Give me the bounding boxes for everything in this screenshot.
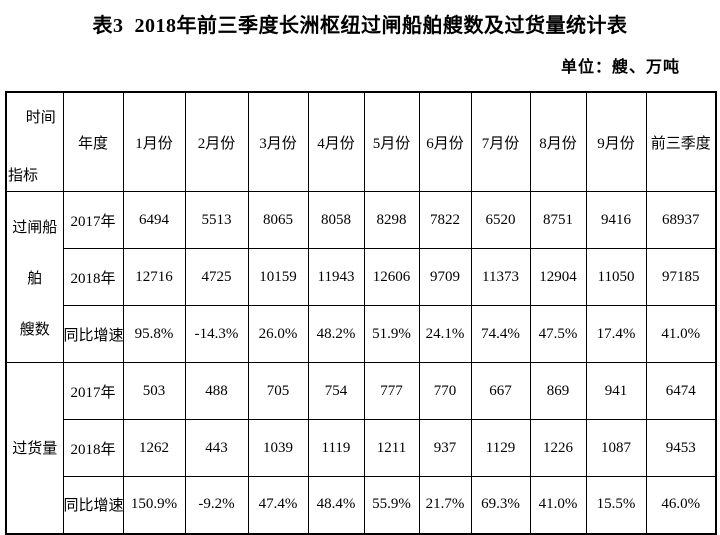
data-cell: 6520 xyxy=(470,191,531,249)
data-cell: 1087 xyxy=(585,419,647,477)
data-cell: 777 xyxy=(363,362,420,420)
data-cell: 9416 xyxy=(585,191,647,249)
data-cell: 4725 xyxy=(184,248,249,306)
column-header-month-3: 3月份 xyxy=(247,91,309,192)
data-cell: 5513 xyxy=(184,191,249,249)
table-row: 过闸船 舶 艘数 2017年 6494 5513 8065 8058 8298 … xyxy=(5,191,717,363)
unit-label: 单位：艘、万吨 xyxy=(560,59,680,76)
column-header-month-5: 5月份 xyxy=(363,91,420,192)
data-cell: 1039 xyxy=(247,419,309,477)
data-cell: 47.4% xyxy=(247,476,309,534)
data-cell: 97185 xyxy=(645,248,717,306)
data-cell: 941 xyxy=(585,362,647,420)
column-header-month-2: 2月份 xyxy=(184,91,249,192)
data-cell: 1226 xyxy=(529,419,587,477)
data-cell: 150.9% xyxy=(122,476,186,534)
data-cell: 47.5% xyxy=(529,305,587,363)
column-header-first-three-quarters: 前三季度 xyxy=(645,91,717,192)
data-cell: 12716 xyxy=(122,248,186,306)
data-cell: 937 xyxy=(418,419,472,477)
data-cell: 10159 xyxy=(247,248,309,306)
data-cell: 15.5% xyxy=(585,476,647,534)
row-label: 同比增速 xyxy=(62,476,124,534)
data-cell: 6474 xyxy=(645,362,717,420)
data-cell: 1119 xyxy=(307,419,365,477)
row-label: 2017年 xyxy=(62,191,124,249)
data-cell: 770 xyxy=(418,362,472,420)
column-header-month-1: 1月份 xyxy=(122,91,186,192)
data-cell: 6494 xyxy=(122,191,186,249)
column-header-month-9: 9月份 xyxy=(585,91,647,192)
data-cell: 11943 xyxy=(307,248,365,306)
group-label-cargo: 过货量 xyxy=(5,362,64,534)
data-cell: -14.3% xyxy=(184,305,249,363)
data-cell: -9.2% xyxy=(184,476,249,534)
column-header-month-7: 7月份 xyxy=(470,91,531,192)
group-label-line: 舶 xyxy=(27,270,43,287)
row-label: 2018年 xyxy=(62,419,124,477)
data-cell: 69.3% xyxy=(470,476,531,534)
corner-header-cell: 时间 指标 xyxy=(5,91,64,192)
data-cell: 46.0% xyxy=(645,476,717,534)
header-row: 时间 指标 年度 1月份 2月份 3月份 4月份 5月份 6月份 7月份 8月份… xyxy=(5,91,717,192)
statistics-table: 时间 指标 年度 1月份 2月份 3月份 4月份 5月份 6月份 7月份 8月份… xyxy=(5,91,717,535)
column-header-month-6: 6月份 xyxy=(418,91,472,192)
table-row: 过货量 2017年 503 488 705 754 777 770 667 86… xyxy=(5,362,717,534)
corner-label-indicator: 指标 xyxy=(8,168,39,184)
column-header-month-4: 4月份 xyxy=(307,91,365,192)
data-cell: 9709 xyxy=(418,248,472,306)
table-caption: 表3 2018年前三季度长洲枢纽过闸船舶艘数及过货量统计表 xyxy=(92,15,628,37)
data-cell: 503 xyxy=(122,362,186,420)
data-cell: 41.0% xyxy=(645,305,717,363)
data-cell: 488 xyxy=(184,362,249,420)
data-cell: 95.8% xyxy=(122,305,186,363)
data-cell: 443 xyxy=(184,419,249,477)
data-cell: 24.1% xyxy=(418,305,472,363)
row-label: 2018年 xyxy=(62,248,124,306)
data-cell: 8298 xyxy=(363,191,420,249)
data-cell: 41.0% xyxy=(529,476,587,534)
data-cell: 7822 xyxy=(418,191,472,249)
data-cell: 869 xyxy=(529,362,587,420)
data-cell: 51.9% xyxy=(363,305,420,363)
table-row: 同比增速 150.9% -9.2% 47.4% 48.4% 55.9% 21.7… xyxy=(6,476,717,534)
data-cell: 12904 xyxy=(529,248,587,306)
data-cell: 8751 xyxy=(529,191,587,249)
data-cell: 26.0% xyxy=(247,305,309,363)
data-cell: 1262 xyxy=(122,419,186,477)
data-cell: 754 xyxy=(307,362,365,420)
data-cell: 55.9% xyxy=(363,476,420,534)
data-cell: 21.7% xyxy=(418,476,472,534)
data-cell: 11050 xyxy=(585,248,647,306)
data-cell: 667 xyxy=(470,362,531,420)
table-row: 同比增速 95.8% -14.3% 26.0% 48.2% 51.9% 24.1… xyxy=(6,305,717,363)
data-cell: 68937 xyxy=(645,191,717,249)
data-cell: 1129 xyxy=(470,419,531,477)
corner-label-time: 时间 xyxy=(25,110,56,126)
row-label: 同比增速 xyxy=(62,305,124,363)
data-cell: 17.4% xyxy=(585,305,647,363)
table-row: 2018年 12716 4725 10159 11943 12606 9709 … xyxy=(6,248,717,306)
column-header-year: 年度 xyxy=(62,91,124,192)
data-cell: 11373 xyxy=(470,248,531,306)
group-label-line: 艘数 xyxy=(19,321,50,338)
data-cell: 9453 xyxy=(645,419,717,477)
group-label-vessels: 过闸船 舶 艘数 xyxy=(5,191,64,363)
column-header-month-8: 8月份 xyxy=(529,91,587,192)
data-cell: 1211 xyxy=(363,419,420,477)
data-cell: 48.4% xyxy=(307,476,365,534)
data-cell: 8065 xyxy=(247,191,309,249)
table-row: 2018年 1262 443 1039 1119 1211 937 1129 1… xyxy=(6,419,717,477)
data-cell: 705 xyxy=(247,362,309,420)
data-cell: 48.2% xyxy=(307,305,365,363)
data-cell: 8058 xyxy=(307,191,365,249)
group-label-line: 过闸船 xyxy=(12,219,58,236)
row-label: 2017年 xyxy=(62,362,124,420)
data-cell: 74.4% xyxy=(470,305,531,363)
data-cell: 12606 xyxy=(363,248,420,306)
